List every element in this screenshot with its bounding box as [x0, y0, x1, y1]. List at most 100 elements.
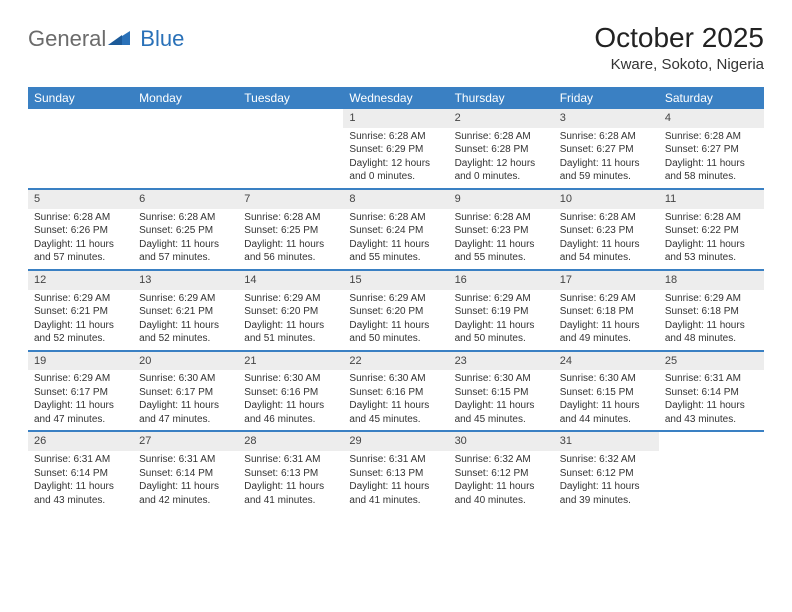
day-number: 30: [449, 432, 554, 451]
day-cell: 18Sunrise: 6:29 AMSunset: 6:18 PMDayligh…: [659, 271, 764, 350]
day-number: 2: [449, 109, 554, 128]
day-body: Sunrise: 6:29 AMSunset: 6:21 PMDaylight:…: [28, 290, 133, 350]
page-title: October 2025: [594, 22, 764, 54]
day-body: Sunrise: 6:29 AMSunset: 6:18 PMDaylight:…: [659, 290, 764, 350]
daylight-text: Daylight: 12 hours and 0 minutes.: [349, 157, 442, 184]
sunset-text: Sunset: 6:13 PM: [349, 467, 442, 481]
day-cell: 29Sunrise: 6:31 AMSunset: 6:13 PMDayligh…: [343, 432, 448, 511]
day-number: 3: [554, 109, 659, 128]
sunrise-text: Sunrise: 6:30 AM: [349, 372, 442, 386]
sunrise-text: Sunrise: 6:28 AM: [34, 211, 127, 225]
day-cell: 4Sunrise: 6:28 AMSunset: 6:27 PMDaylight…: [659, 109, 764, 188]
day-body: Sunrise: 6:28 AMSunset: 6:27 PMDaylight:…: [659, 128, 764, 188]
daylight-text: Daylight: 11 hours and 41 minutes.: [244, 480, 337, 507]
weekday-header: Sunday: [28, 87, 133, 109]
day-number: 14: [238, 271, 343, 290]
day-cell: 28Sunrise: 6:31 AMSunset: 6:13 PMDayligh…: [238, 432, 343, 511]
sunrise-text: Sunrise: 6:29 AM: [34, 372, 127, 386]
day-body: Sunrise: 6:30 AMSunset: 6:16 PMDaylight:…: [343, 370, 448, 430]
day-cell: [133, 109, 238, 188]
sunrise-text: Sunrise: 6:28 AM: [349, 130, 442, 144]
sunrise-text: Sunrise: 6:31 AM: [139, 453, 232, 467]
sunrise-text: Sunrise: 6:29 AM: [349, 292, 442, 306]
sunrise-text: Sunrise: 6:30 AM: [560, 372, 653, 386]
sunset-text: Sunset: 6:26 PM: [34, 224, 127, 238]
day-body: Sunrise: 6:30 AMSunset: 6:15 PMDaylight:…: [554, 370, 659, 430]
day-cell: 30 Sunrise: 6:32 AMSunset: 6:12 PMDayligh…: [449, 432, 554, 511]
header: General Blue October 2025 Kware, Sokoto,…: [28, 22, 764, 73]
daylight-text: Daylight: 11 hours and 40 minutes.: [455, 480, 548, 507]
daylight-text: Daylight: 11 hours and 55 minutes.: [455, 238, 548, 265]
day-number: 5: [28, 190, 133, 209]
sunset-text: Sunset: 6:27 PM: [665, 143, 758, 157]
day-cell: 9Sunrise: 6:28 AMSunset: 6:23 PMDaylight…: [449, 190, 554, 269]
sunrise-text: Sunrise: 6:29 AM: [560, 292, 653, 306]
sunrise-text: Sunrise: 6:28 AM: [455, 211, 548, 225]
weekday-header: Monday: [133, 87, 238, 109]
day-number: 16: [449, 271, 554, 290]
daylight-text: Daylight: 11 hours and 42 minutes.: [139, 480, 232, 507]
day-cell: 1Sunrise: 6:28 AMSunset: 6:29 PMDaylight…: [343, 109, 448, 188]
daylight-text: Daylight: 11 hours and 50 minutes.: [455, 319, 548, 346]
weekday-header: Wednesday: [343, 87, 448, 109]
day-body: Sunrise: 6:28 AMSunset: 6:28 PMDaylight:…: [449, 128, 554, 188]
daylight-text: Daylight: 11 hours and 49 minutes.: [560, 319, 653, 346]
sunset-text: Sunset: 6:14 PM: [665, 386, 758, 400]
day-body: [133, 113, 238, 119]
day-body: Sunrise: 6:28 AMSunset: 6:22 PMDaylight:…: [659, 209, 764, 269]
day-cell: 6Sunrise: 6:28 AMSunset: 6:25 PMDaylight…: [133, 190, 238, 269]
daylight-text: Daylight: 11 hours and 59 minutes.: [560, 157, 653, 184]
day-number: 29: [343, 432, 448, 451]
day-number: 12: [28, 271, 133, 290]
day-cell: 3Sunrise: 6:28 AMSunset: 6:27 PMDaylight…: [554, 109, 659, 188]
weeks-container: 1Sunrise: 6:28 AMSunset: 6:29 PMDaylight…: [28, 109, 764, 511]
daylight-text: Daylight: 11 hours and 46 minutes.: [244, 399, 337, 426]
day-number: 8: [343, 190, 448, 209]
day-body: Sunrise: 6:31 AMSunset: 6:13 PMDaylight:…: [238, 451, 343, 511]
daylight-text: Daylight: 11 hours and 58 minutes.: [665, 157, 758, 184]
sunset-text: Sunset: 6:27 PM: [560, 143, 653, 157]
page-subtitle: Kware, Sokoto, Nigeria: [594, 56, 764, 73]
sunrise-text: Sunrise: 6:28 AM: [665, 211, 758, 225]
day-number: 13: [133, 271, 238, 290]
daylight-text: Daylight: 11 hours and 54 minutes.: [560, 238, 653, 265]
daylight-text: Daylight: 11 hours and 53 minutes.: [665, 238, 758, 265]
sunset-text: Sunset: 6:21 PM: [34, 305, 127, 319]
day-body: Sunrise: 6:29 AMSunset: 6:17 PMDaylight:…: [28, 370, 133, 430]
day-number: 26: [28, 432, 133, 451]
daylight-text: Daylight: 11 hours and 43 minutes.: [34, 480, 127, 507]
day-number: 6: [133, 190, 238, 209]
day-cell: 16Sunrise: 6:29 AMSunset: 6:19 PMDayligh…: [449, 271, 554, 350]
daylight-text: Daylight: 11 hours and 52 minutes.: [139, 319, 232, 346]
daylight-text: Daylight: 11 hours and 56 minutes.: [244, 238, 337, 265]
day-cell: 5Sunrise: 6:28 AMSunset: 6:26 PMDaylight…: [28, 190, 133, 269]
week-row: 5Sunrise: 6:28 AMSunset: 6:26 PMDaylight…: [28, 188, 764, 269]
sunrise-text: Sunrise: 6:31 AM: [349, 453, 442, 467]
day-number: 22: [343, 352, 448, 371]
sunset-text: Sunset: 6:25 PM: [244, 224, 337, 238]
day-cell: 25Sunrise: 6:31 AMSunset: 6:14 PMDayligh…: [659, 352, 764, 431]
day-cell: 11Sunrise: 6:28 AMSunset: 6:22 PMDayligh…: [659, 190, 764, 269]
sunset-text: Sunset: 6:21 PM: [139, 305, 232, 319]
daylight-text: Daylight: 11 hours and 52 minutes.: [34, 319, 127, 346]
sunset-text: Sunset: 6:22 PM: [665, 224, 758, 238]
sunset-text: Sunset: 6:13 PM: [244, 467, 337, 481]
daylight-text: Daylight: 11 hours and 45 minutes.: [455, 399, 548, 426]
sunset-text: Sunset: 6:12 PM: [455, 467, 548, 481]
daylight-text: Daylight: 12 hours and 0 minutes.: [455, 157, 548, 184]
day-number: 25: [659, 352, 764, 371]
day-number: 18: [659, 271, 764, 290]
day-cell: [659, 432, 764, 511]
sunset-text: Sunset: 6:25 PM: [139, 224, 232, 238]
daylight-text: Daylight: 11 hours and 48 minutes.: [665, 319, 758, 346]
day-cell: 13Sunrise: 6:29 AMSunset: 6:21 PMDayligh…: [133, 271, 238, 350]
daylight-text: Daylight: 11 hours and 39 minutes.: [560, 480, 653, 507]
sunset-text: Sunset: 6:18 PM: [665, 305, 758, 319]
sunset-text: Sunset: 6:17 PM: [139, 386, 232, 400]
sunrise-text: Sunrise: 6:32 AM: [455, 453, 548, 467]
sunrise-text: Sunrise: 6:31 AM: [34, 453, 127, 467]
day-cell: 20Sunrise: 6:30 AMSunset: 6:17 PMDayligh…: [133, 352, 238, 431]
day-cell: 2Sunrise: 6:28 AMSunset: 6:28 PMDaylight…: [449, 109, 554, 188]
sunset-text: Sunset: 6:20 PM: [244, 305, 337, 319]
day-cell: [28, 109, 133, 188]
